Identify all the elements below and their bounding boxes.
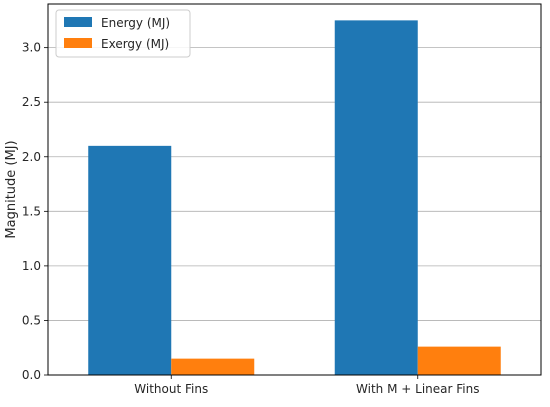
x-ticks: Without Fins With M + Linear Fins <box>134 375 479 396</box>
legend-label-exergy: Exergy (MJ) <box>101 37 169 51</box>
y-axis-label: Magnitude (MJ) <box>4 140 19 238</box>
y-tick-label: 3.0 <box>22 41 41 55</box>
y-ticks: 0.0 0.5 1.0 1.5 2.0 2.5 3.0 <box>22 41 48 382</box>
plot-frame <box>47 3 542 376</box>
legend-swatch-exergy <box>64 38 92 48</box>
x-tick-label: With M + Linear Fins <box>356 382 479 396</box>
axes <box>47 3 542 376</box>
bar-energy <box>334 20 418 376</box>
y-tick-label: 1.0 <box>22 259 41 273</box>
y-tick-label: 0.5 <box>22 313 41 327</box>
legend: Energy (MJ) Exergy (MJ) <box>55 9 191 58</box>
y-tick-label: 1.5 <box>22 204 41 218</box>
bar-exergy <box>171 358 255 375</box>
y-tick-label: 2.5 <box>22 95 41 109</box>
legend-label-energy: Energy (MJ) <box>101 16 170 30</box>
bars <box>88 20 501 376</box>
bar-exergy <box>417 346 501 375</box>
x-tick-label: Without Fins <box>134 382 208 396</box>
bar-energy <box>88 145 172 375</box>
y-tick-label: 2.0 <box>22 150 41 164</box>
y-tick-label: 0.0 <box>22 368 41 382</box>
legend-swatch-energy <box>64 17 92 27</box>
